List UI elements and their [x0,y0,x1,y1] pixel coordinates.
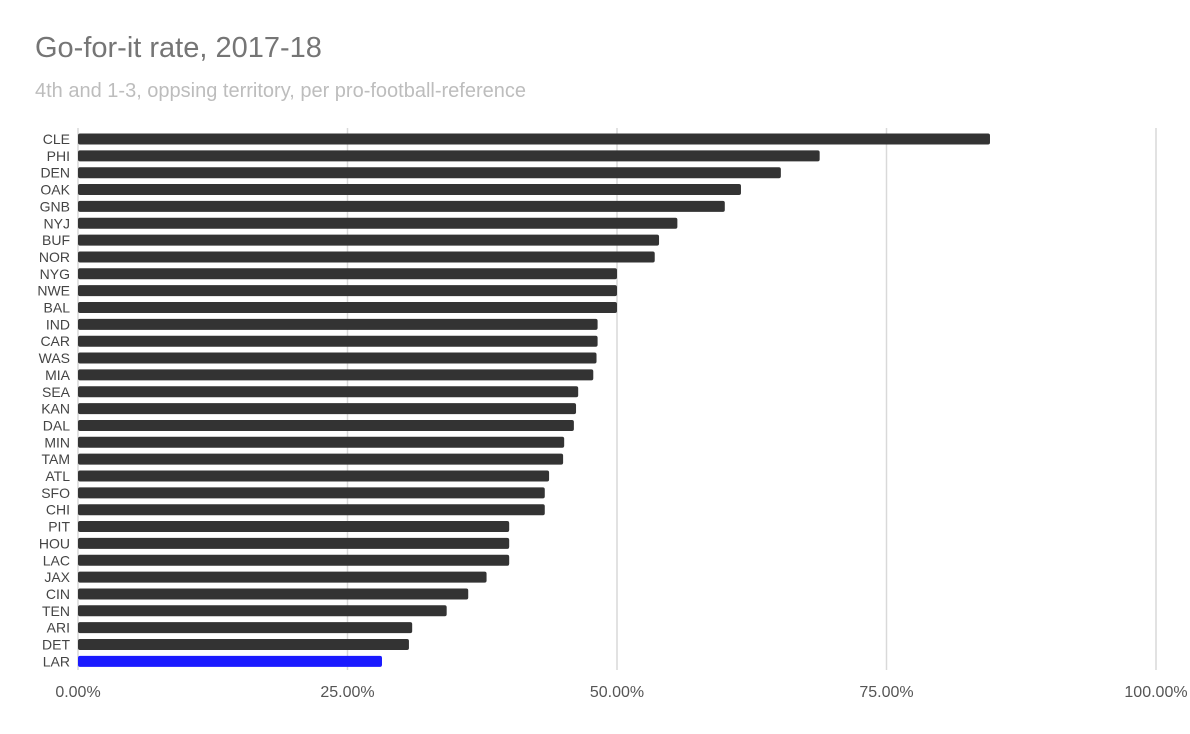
category-label-bal: BAL [44,300,71,316]
category-label-hou: HOU [39,535,70,551]
category-label-ten: TEN [42,603,70,619]
chart-subtitle: 4th and 1-3, oppsing territory, per pro-… [35,80,527,102]
bar-nwe [78,285,617,297]
category-label-cin: CIN [46,586,70,602]
category-label-nyg: NYG [40,266,70,282]
bar-was [78,352,597,364]
category-label-den: DEN [40,165,70,181]
bar-cin [78,588,469,600]
bar-oak [78,184,741,196]
category-label-det: DET [42,637,70,653]
bar-sfo [78,487,545,499]
bar-atl [78,470,550,482]
bar-lac [78,554,510,566]
category-label-lac: LAC [43,552,70,568]
bar-cle [78,133,990,145]
category-label-ari: ARI [47,620,70,636]
category-label-phi: PHI [47,148,70,164]
category-label-oak: OAK [40,182,70,198]
category-label-gnb: GNB [40,198,70,214]
category-label-pit: PIT [48,519,70,535]
category-label-cle: CLE [43,131,70,147]
category-label-buf: BUF [42,232,70,248]
category-label-dal: DAL [43,417,70,433]
category-label-was: WAS [39,350,70,366]
category-label-car: CAR [40,333,70,349]
bar-mia [78,369,594,381]
category-label-nyj: NYJ [44,215,70,231]
bar-nor [78,251,655,263]
bar-ind [78,318,598,330]
x-tick-label-0: 0.00% [55,684,100,701]
category-label-nor: NOR [39,249,70,265]
category-label-sea: SEA [42,384,71,400]
x-tick-label-1: 25.00% [320,684,374,701]
bar-hou [78,537,510,549]
category-label-chi: CHI [46,502,70,518]
bar-dal [78,419,574,431]
category-label-ind: IND [46,316,70,332]
x-tick-label-3: 75.00% [859,684,913,701]
bar-ten [78,605,447,617]
category-label-jax: JAX [44,569,70,585]
bar-det [78,639,409,650]
bar-min [78,436,565,448]
bar-jax [78,571,487,583]
bar-gnb [78,200,725,212]
category-label-min: MIN [44,434,70,450]
bar-nyj [78,217,678,229]
category-label-nwe: NWE [37,283,70,299]
category-label-sfo: SFO [41,485,70,501]
bar-nyg [78,268,617,280]
bar-buf [78,234,660,246]
bar-car [78,335,598,347]
bar-ari [78,622,413,634]
category-label-tam: TAM [41,451,70,467]
bar-bal [78,302,617,313]
bar-lar [78,655,382,667]
x-tick-label-2: 50.00% [590,684,644,701]
category-label-atl: ATL [45,468,70,484]
category-label-kan: KAN [41,401,70,417]
bar-den [78,167,781,179]
bar-pit [78,521,510,533]
category-label-mia: MIA [45,367,71,383]
chart-title: Go-for-it rate, 2017-18 [35,32,322,64]
bar-kan [78,403,577,415]
category-label-lar: LAR [43,653,70,669]
bar-chi [78,504,545,516]
bar-tam [78,453,564,465]
x-tick-label-4: 100.00% [1124,684,1187,701]
bar-phi [78,150,820,162]
bar-sea [78,386,579,398]
